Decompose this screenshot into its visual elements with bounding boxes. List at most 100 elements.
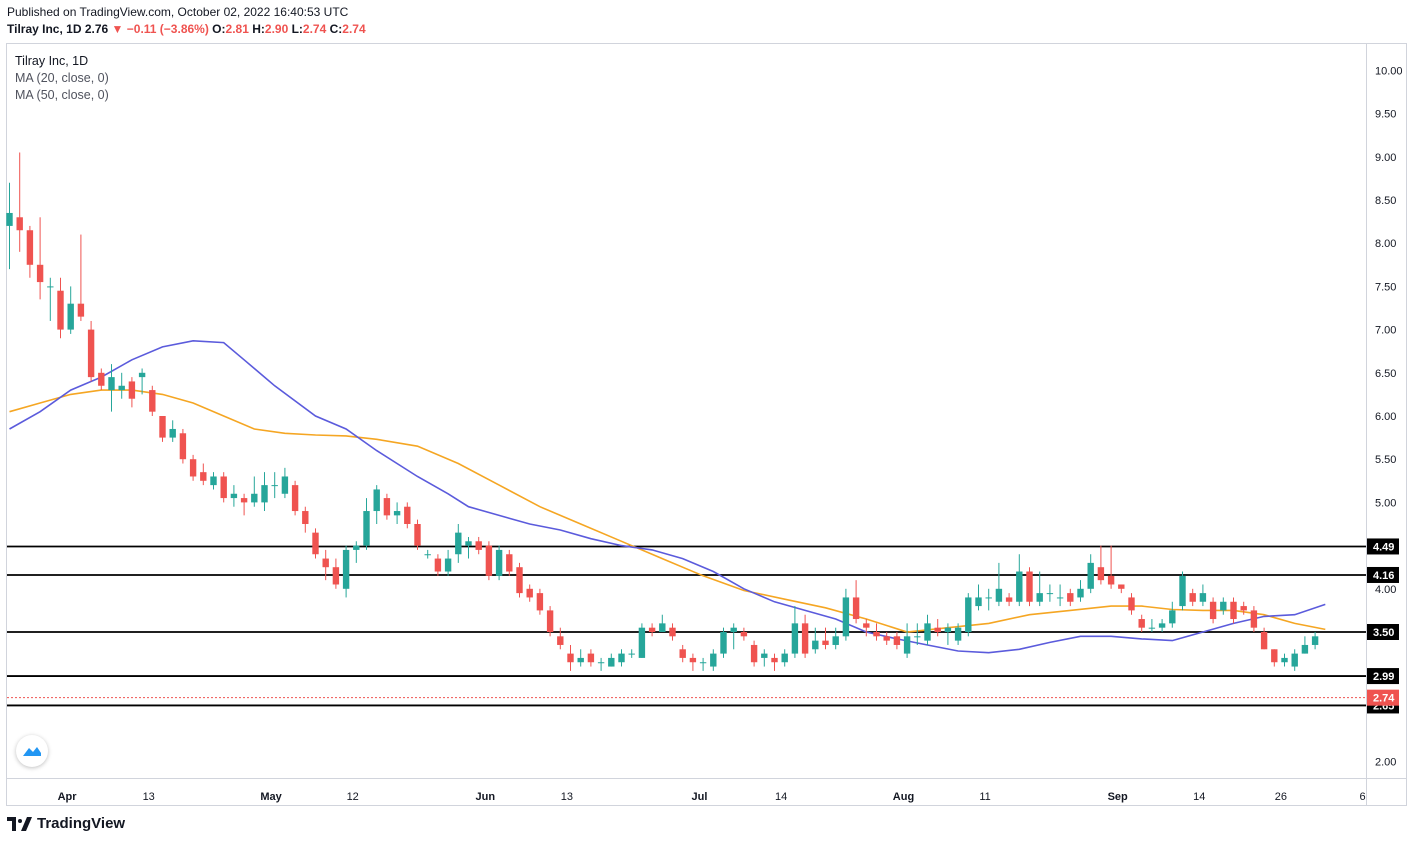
y-tick-label: 8.00 xyxy=(1375,238,1396,250)
candle-27 xyxy=(281,467,289,499)
candle-body xyxy=(761,653,768,658)
tradingview-logo-icon xyxy=(7,816,32,831)
y-tick-label: 8.50 xyxy=(1375,195,1396,207)
quote-line: Tilray Inc, 1D 2.76 ▼ −0.11 (−3.86%) O:2… xyxy=(7,22,366,36)
y-tick-label: 9.00 xyxy=(1375,152,1396,164)
brand-name: TradingView xyxy=(37,815,126,832)
candle-24 xyxy=(251,476,258,507)
candle-body xyxy=(230,493,238,499)
y-tick-label: 10.00 xyxy=(1375,65,1403,77)
candle-118 xyxy=(1209,597,1217,624)
candle-112 xyxy=(1148,619,1156,632)
candle-96 xyxy=(985,588,992,611)
candle-body xyxy=(1097,567,1105,581)
candle-body xyxy=(710,653,717,667)
candle-body xyxy=(720,632,727,654)
candle-body xyxy=(220,476,227,499)
open-label: O: xyxy=(212,22,226,36)
candle-67 xyxy=(689,653,697,671)
candle-body xyxy=(475,541,482,550)
candle-86 xyxy=(883,632,890,645)
candle-body xyxy=(863,623,870,628)
published-line: Published on TradingView.com, October 02… xyxy=(7,5,349,19)
candle-body xyxy=(1199,593,1207,602)
candle-body xyxy=(47,286,54,288)
y-tick-label: 6.00 xyxy=(1375,411,1396,423)
candle-115 xyxy=(1179,571,1186,611)
candle-72 xyxy=(740,627,748,641)
candle-2 xyxy=(26,225,34,278)
candle-body xyxy=(1240,606,1247,611)
candle-33 xyxy=(342,545,350,598)
candle-100 xyxy=(1026,567,1033,607)
candle-body xyxy=(750,644,758,663)
candle-body xyxy=(1209,601,1217,620)
candle-body xyxy=(944,627,952,632)
candle-body xyxy=(1271,649,1278,663)
candle-14 xyxy=(149,385,156,416)
candle-body xyxy=(618,653,625,663)
candle-body xyxy=(210,476,217,486)
candle-body xyxy=(128,381,136,399)
candle-body xyxy=(873,632,880,637)
candle-70 xyxy=(720,627,727,658)
candle-109 xyxy=(1118,584,1125,594)
candle-body xyxy=(189,459,197,477)
candle-body xyxy=(985,597,992,599)
candle-83 xyxy=(852,580,860,624)
level-badge-4.49: 4.49 xyxy=(1367,538,1399,555)
candle-9 xyxy=(98,368,105,391)
price-badge-label: 3.50 xyxy=(1373,627,1394,639)
candle-44 xyxy=(455,524,462,563)
candle-103 xyxy=(1056,584,1064,607)
candle-body xyxy=(67,303,74,330)
brand-footer: TradingView xyxy=(7,815,125,832)
candle-body xyxy=(1067,593,1074,602)
candle-body xyxy=(1311,636,1319,645)
candle-body xyxy=(842,597,850,637)
tradingview-fab-button[interactable] xyxy=(16,735,48,767)
y-tick-label: 5.00 xyxy=(1375,497,1396,509)
candle-body xyxy=(567,653,574,663)
candle-body xyxy=(1158,623,1166,628)
price-badge-box xyxy=(1367,538,1399,555)
candle-64 xyxy=(659,614,666,632)
legend-ma20[interactable]: MA (20, close, 0) xyxy=(15,71,109,85)
candle-body xyxy=(934,627,941,632)
candle-body xyxy=(149,390,156,412)
candle-body xyxy=(342,549,350,589)
price-badge-box xyxy=(1367,566,1399,583)
x-tick-label: Jul xyxy=(692,791,708,803)
candle-21 xyxy=(220,472,227,503)
candle-57 xyxy=(587,649,595,667)
candle-78 xyxy=(801,614,809,658)
price-badge-label: 4.49 xyxy=(1373,541,1394,553)
price-badge-label: 4.16 xyxy=(1373,570,1394,582)
x-tick-label: 12 xyxy=(347,791,359,803)
candle-31 xyxy=(322,549,329,581)
candle-body xyxy=(414,524,421,546)
candle-65 xyxy=(669,623,676,641)
candle-56 xyxy=(577,649,584,667)
candle-body xyxy=(77,303,85,317)
y-tick-label: 4.00 xyxy=(1375,584,1396,596)
candle-body xyxy=(1301,644,1309,654)
candle-body xyxy=(577,657,584,663)
candle-15 xyxy=(159,416,166,442)
ma50-line xyxy=(9,389,1326,633)
ma20-line xyxy=(9,339,1326,654)
candle-body xyxy=(506,554,513,572)
candle-45 xyxy=(465,536,472,559)
legend-ma50[interactable]: MA (50, close, 0) xyxy=(15,88,109,102)
candle-95 xyxy=(975,584,982,611)
candle-89 xyxy=(914,623,921,645)
candle-body xyxy=(6,212,13,226)
candle-body xyxy=(771,657,778,663)
candle-body xyxy=(240,498,248,503)
candle-105 xyxy=(1077,580,1084,602)
candle-16 xyxy=(169,420,176,442)
candle-81 xyxy=(832,627,839,650)
candle-84 xyxy=(863,619,870,637)
candle-101 xyxy=(1036,571,1043,607)
